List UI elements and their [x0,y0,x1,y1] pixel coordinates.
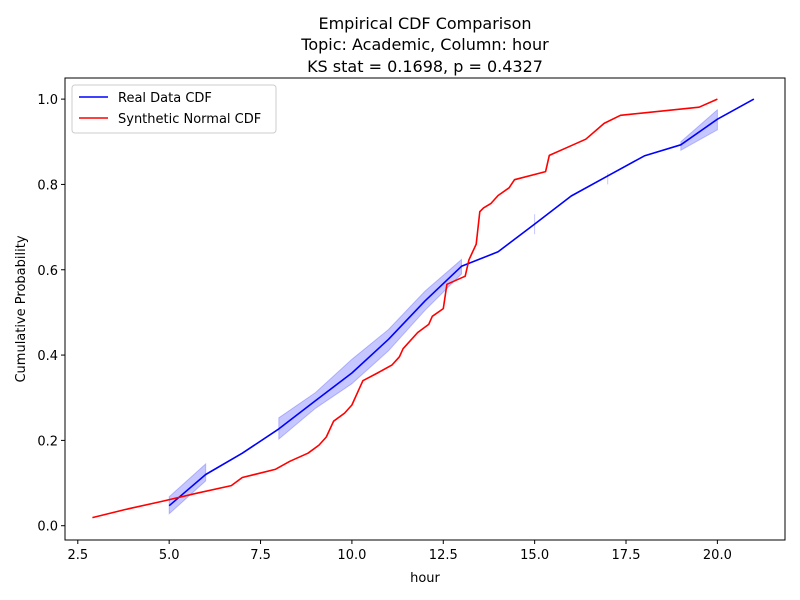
y-tick-label: 0.4 [37,349,58,364]
y-axis-ticks: 0.0 0.2 0.4 0.6 0.8 1.0 [37,93,65,535]
plot-frame [64,77,786,541]
legend-box [71,84,277,134]
chart-title: Empirical CDF Comparison Topic: Academic… [300,14,549,76]
y-tick-label: 1.0 [37,93,58,108]
series-line-synthetic [92,98,718,519]
x-tick-label: 2.5 [67,548,88,563]
x-tick-label: 15.0 [520,548,549,563]
y-axis-label: Cumulative Probability [14,235,29,382]
y-tick-label: 0.2 [37,434,58,449]
y-tick-label: 0.0 [37,520,58,535]
confidence-band-segment [278,258,462,441]
x-tick-label: 17.5 [612,548,641,563]
series-line-real [168,98,755,507]
x-tick-label: 5.0 [159,548,180,563]
x-tick-label: 7.5 [250,548,271,563]
y-tick-label: 0.6 [37,264,58,279]
confidence-band-group [168,108,718,515]
x-tick-label: 20.0 [703,548,732,563]
chart-title-line-1: Empirical CDF Comparison [318,14,531,33]
y-tick-label: 0.8 [37,178,58,193]
series-lines [92,98,755,519]
confidence-band-segment [168,462,207,515]
chart-title-line-2: Topic: Academic, Column: hour [300,35,549,54]
x-axis-ticks: 2.5 5.0 7.5 10.0 12.5 15.0 17.5 20.0 [67,540,732,563]
x-axis-label: hour [410,571,440,586]
x-tick-label: 12.5 [429,548,458,563]
legend-label-synthetic: Synthetic Normal CDF [118,112,261,127]
x-tick-label: 10.0 [337,548,366,563]
chart-title-line-3: KS stat = 0.1698, p = 0.4327 [307,57,543,76]
legend: Real Data CDF Synthetic Normal CDF [71,84,277,134]
legend-label-real: Real Data CDF [118,91,212,106]
confidence-band-segment [680,108,718,152]
